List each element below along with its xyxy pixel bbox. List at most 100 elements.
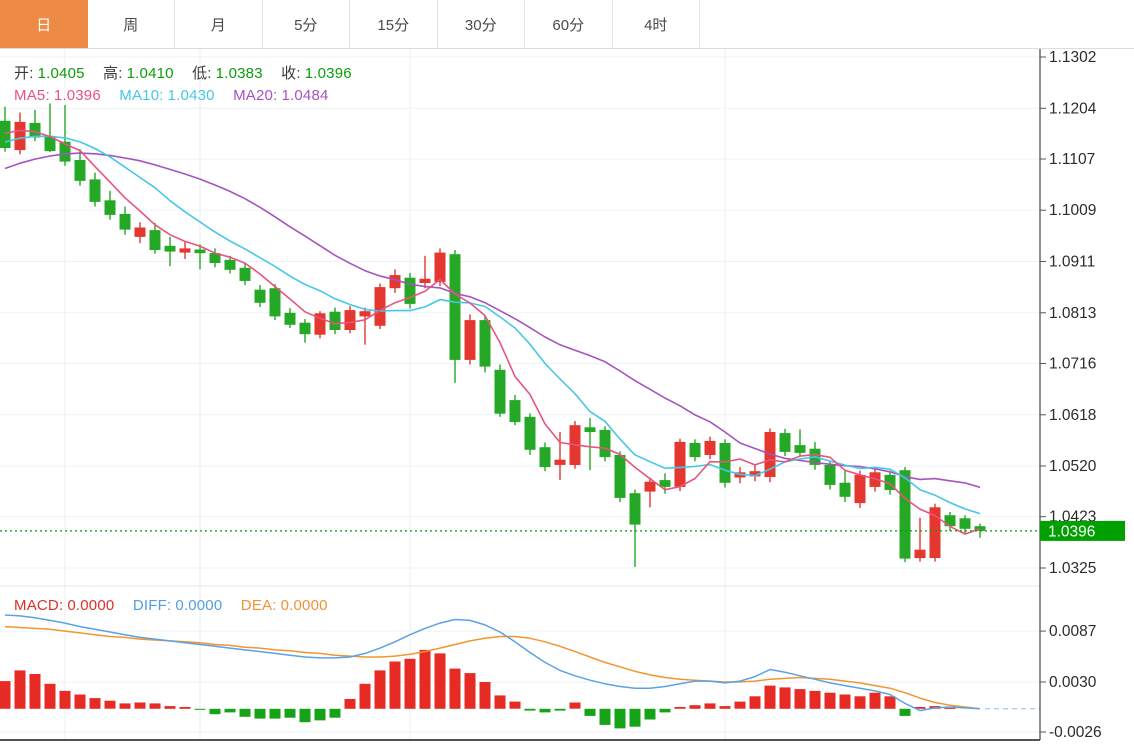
macd-bar[interactable] bbox=[914, 707, 926, 709]
candle[interactable] bbox=[269, 288, 281, 317]
candle[interactable] bbox=[749, 471, 761, 477]
macd-bar[interactable] bbox=[89, 698, 101, 709]
macd-bar[interactable] bbox=[194, 708, 206, 710]
candle[interactable] bbox=[584, 427, 596, 432]
macd-bar[interactable] bbox=[374, 670, 386, 709]
macd-bar[interactable] bbox=[854, 696, 866, 709]
candle[interactable] bbox=[599, 429, 611, 458]
candle[interactable] bbox=[179, 248, 191, 253]
macd-bar[interactable] bbox=[149, 703, 161, 709]
candle[interactable] bbox=[524, 416, 536, 450]
macd-bar[interactable] bbox=[134, 702, 146, 709]
candle[interactable] bbox=[644, 481, 656, 492]
candle[interactable] bbox=[554, 459, 566, 465]
macd-bar[interactable] bbox=[314, 708, 326, 721]
macd-bar[interactable] bbox=[779, 687, 791, 709]
macd-bar[interactable] bbox=[734, 701, 746, 709]
candle[interactable] bbox=[89, 179, 101, 202]
tab-5min[interactable]: 5分 bbox=[262, 0, 350, 48]
candle[interactable] bbox=[434, 252, 446, 282]
candle[interactable] bbox=[914, 549, 926, 559]
macd-bar[interactable] bbox=[464, 673, 476, 709]
macd-bar[interactable] bbox=[389, 661, 401, 709]
candle[interactable] bbox=[479, 320, 491, 367]
candle[interactable] bbox=[659, 480, 671, 487]
candle[interactable] bbox=[0, 120, 11, 148]
tab-15min[interactable]: 15分 bbox=[350, 0, 438, 48]
macd-bar[interactable] bbox=[74, 694, 86, 709]
macd-bar[interactable] bbox=[704, 703, 716, 709]
macd-bar[interactable] bbox=[419, 649, 431, 709]
macd-bar[interactable] bbox=[479, 682, 491, 709]
macd-bar[interactable] bbox=[584, 708, 596, 716]
candle[interactable] bbox=[719, 443, 731, 483]
macd-bar[interactable] bbox=[269, 708, 281, 719]
macd-bar[interactable] bbox=[644, 708, 656, 720]
macd-bar[interactable] bbox=[29, 674, 41, 709]
tab-30min[interactable]: 30分 bbox=[437, 0, 525, 48]
macd-bar[interactable] bbox=[239, 708, 251, 717]
candle[interactable] bbox=[44, 136, 56, 152]
macd-bar[interactable] bbox=[749, 696, 761, 709]
macd-bar[interactable] bbox=[899, 708, 911, 716]
candle[interactable] bbox=[779, 433, 791, 452]
candle[interactable] bbox=[839, 482, 851, 497]
candle[interactable] bbox=[299, 322, 311, 335]
candle[interactable] bbox=[704, 440, 716, 455]
candle[interactable] bbox=[224, 259, 236, 270]
macd-bar[interactable] bbox=[509, 701, 521, 709]
candle[interactable] bbox=[329, 311, 341, 330]
macd-bar[interactable] bbox=[254, 708, 266, 719]
tab-month[interactable]: 月 bbox=[175, 0, 263, 48]
macd-bar[interactable] bbox=[14, 670, 26, 709]
candle[interactable] bbox=[464, 320, 476, 360]
macd-bar[interactable] bbox=[794, 689, 806, 709]
candle[interactable] bbox=[929, 507, 941, 558]
macd-bar[interactable] bbox=[539, 708, 551, 713]
macd-bar[interactable] bbox=[449, 668, 461, 709]
macd-bar[interactable] bbox=[569, 702, 581, 709]
macd-bar[interactable] bbox=[119, 703, 131, 709]
macd-bar[interactable] bbox=[554, 708, 566, 711]
macd-bar[interactable] bbox=[434, 653, 446, 709]
candle[interactable] bbox=[959, 518, 971, 529]
macd-bar[interactable] bbox=[869, 692, 881, 709]
candle[interactable] bbox=[239, 267, 251, 281]
candle[interactable] bbox=[449, 254, 461, 360]
candle[interactable] bbox=[164, 245, 176, 252]
macd-bar[interactable] bbox=[944, 707, 956, 709]
candle[interactable] bbox=[104, 200, 116, 215]
macd-bar[interactable] bbox=[809, 690, 821, 709]
tab-day[interactable]: 日 bbox=[0, 0, 88, 48]
macd-bar[interactable] bbox=[164, 706, 176, 709]
candle[interactable] bbox=[944, 515, 956, 527]
candle[interactable] bbox=[149, 230, 161, 250]
candle[interactable] bbox=[74, 160, 86, 181]
macd-bar[interactable] bbox=[224, 708, 236, 713]
candle[interactable] bbox=[539, 447, 551, 468]
candle[interactable] bbox=[974, 526, 986, 531]
candle[interactable] bbox=[209, 253, 221, 263]
macd-bar[interactable] bbox=[404, 658, 416, 709]
macd-bar[interactable] bbox=[284, 708, 296, 718]
candle[interactable] bbox=[794, 445, 806, 453]
tab-4hour[interactable]: 4时 bbox=[612, 0, 700, 48]
macd-bar[interactable] bbox=[179, 707, 191, 709]
tab-60min[interactable]: 60分 bbox=[525, 0, 613, 48]
candle[interactable] bbox=[314, 313, 326, 335]
candle[interactable] bbox=[194, 249, 206, 254]
candle[interactable] bbox=[14, 121, 26, 151]
macd-bar[interactable] bbox=[689, 705, 701, 709]
macd-bar[interactable] bbox=[494, 695, 506, 709]
macd-bar[interactable] bbox=[674, 707, 686, 709]
candle[interactable] bbox=[404, 277, 416, 304]
candle[interactable] bbox=[344, 310, 356, 330]
candle[interactable] bbox=[254, 289, 266, 303]
macd-bar[interactable] bbox=[344, 699, 356, 709]
candle[interactable] bbox=[284, 312, 296, 325]
candle[interactable] bbox=[824, 465, 836, 485]
tab-week[interactable]: 周 bbox=[87, 0, 175, 48]
macd-bar[interactable] bbox=[524, 708, 536, 711]
macd-bar[interactable] bbox=[209, 708, 221, 715]
